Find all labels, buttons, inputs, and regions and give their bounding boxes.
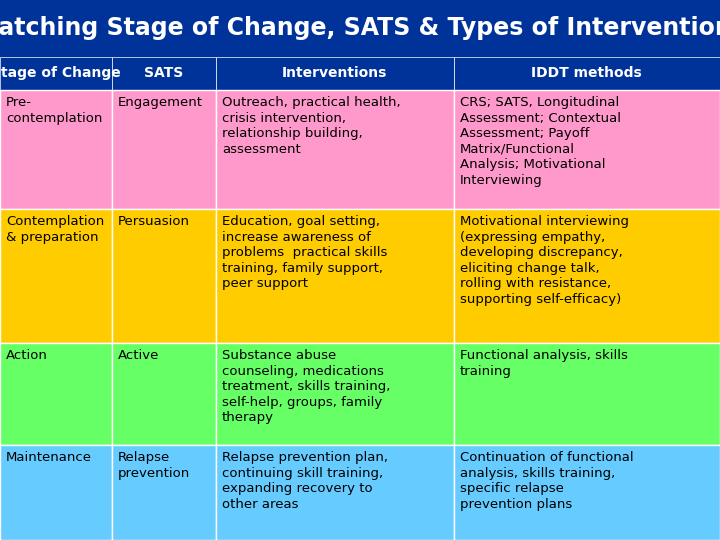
Bar [454,343,720,445]
Text: Pre-
contemplation: Pre- contemplation [6,96,102,125]
Text: Education, goal setting,
increase awareness of
problems  practical skills
traini: Education, goal setting, increase awaren… [222,215,387,291]
Bar [0,90,112,210]
Bar [112,210,216,343]
Text: Outreach, practical health,
crisis intervention,
relationship building,
assessme: Outreach, practical health, crisis inter… [222,96,400,156]
Bar [0,445,112,540]
Bar [216,210,454,343]
Text: SATS: SATS [144,66,184,80]
Text: IDDT methods: IDDT methods [531,66,642,80]
Bar [454,90,720,210]
Text: Persuasion: Persuasion [117,215,189,228]
Bar [454,57,720,90]
Bar [216,90,454,210]
Text: Relapse prevention plan,
continuing skill training,
expanding recovery to
other : Relapse prevention plan, continuing skil… [222,451,388,511]
Bar [0,57,112,90]
Text: Continuation of functional
analysis, skills training,
specific relapse
preventio: Continuation of functional analysis, ski… [459,451,633,511]
Bar [112,343,216,445]
Text: Maintenance: Maintenance [6,451,92,464]
Text: CRS; SATS, Longitudinal
Assessment; Contextual
Assessment; Payoff
Matrix/Functio: CRS; SATS, Longitudinal Assessment; Cont… [459,96,621,187]
Text: Relapse
prevention: Relapse prevention [117,451,190,480]
Text: Substance abuse
counseling, medications
treatment, skills training,
self-help, g: Substance abuse counseling, medications … [222,349,390,424]
Bar [0,0,720,57]
Bar [0,210,112,343]
Text: Functional analysis, skills
training: Functional analysis, skills training [459,349,627,377]
Text: Stage of Change: Stage of Change [0,66,121,80]
Text: Matching Stage of Change, SATS & Types of Interventions: Matching Stage of Change, SATS & Types o… [0,16,720,40]
Bar [112,57,216,90]
Bar [216,445,454,540]
Bar [0,343,112,445]
Bar [112,445,216,540]
Text: Interventions: Interventions [282,66,387,80]
Bar [454,210,720,343]
Text: Contemplation
& preparation: Contemplation & preparation [6,215,104,244]
Text: Engagement: Engagement [117,96,202,109]
Bar [112,90,216,210]
Text: Action: Action [6,349,48,362]
Bar [454,445,720,540]
Text: Motivational interviewing
(expressing empathy,
developing discrepancy,
eliciting: Motivational interviewing (expressing em… [459,215,629,306]
Bar [216,343,454,445]
Text: Active: Active [117,349,159,362]
Bar [216,57,454,90]
